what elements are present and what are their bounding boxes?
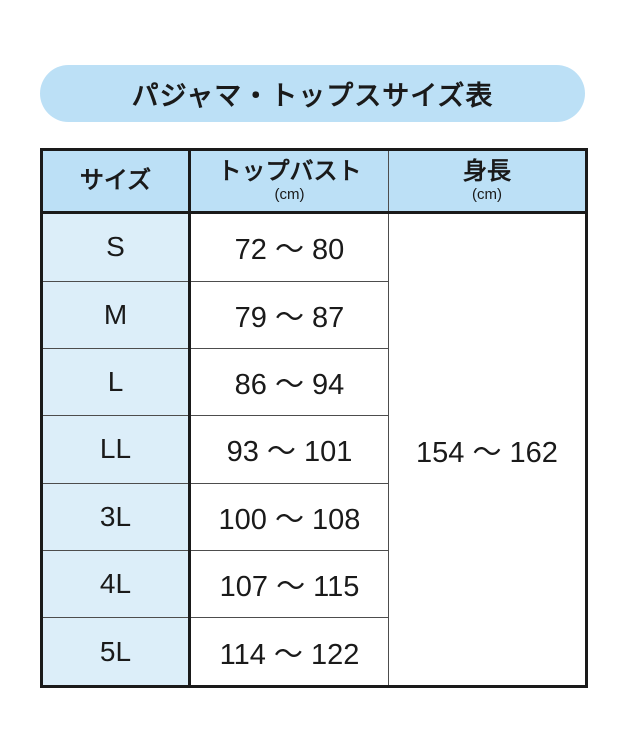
header-height: 身長 (cm) <box>388 149 587 214</box>
table-row: 4L 107 〜 115 <box>41 549 587 618</box>
page-title: パジャマ・トップスサイズ表 <box>131 81 494 111</box>
table-row: LL 93 〜 101 <box>41 415 587 484</box>
size-cell: LL <box>41 415 191 484</box>
bust-cell: 86 〜 94 <box>189 348 389 416</box>
header-row: サイズ トップバスト (cm) 身長 (cm) <box>41 149 587 214</box>
size-cell: L <box>41 348 191 416</box>
size-cell: S <box>41 212 191 282</box>
size-cell: M <box>41 280 191 349</box>
bust-cell: 107 〜 115 <box>189 549 389 618</box>
table-row: L 86 〜 94 <box>41 348 587 416</box>
table-row: 3L 100 〜 108 <box>41 482 587 551</box>
table-row: S 72 〜 80 154 〜 162 <box>41 212 587 687</box>
size-cell: 3L <box>41 482 191 551</box>
header-height-unit: (cm) <box>472 186 502 203</box>
table-row: 5L 114 〜 122 <box>41 617 587 687</box>
bust-cell: 72 〜 80 <box>189 212 389 282</box>
header-size: サイズ <box>41 149 191 214</box>
height-merged-cell: 154 〜 162 <box>388 212 587 687</box>
header-size-label: サイズ <box>79 167 152 194</box>
header-top-bust: トップバスト (cm) <box>189 149 389 214</box>
bust-cell: 93 〜 101 <box>189 415 389 484</box>
header-height-label: 身長 <box>463 158 511 185</box>
header-top-bust-unit: (cm) <box>274 186 305 203</box>
size-cell: 4L <box>41 549 191 618</box>
bust-cell: 79 〜 87 <box>189 280 389 349</box>
header-top-bust-label: トップバスト <box>217 158 362 185</box>
size-chart-table: サイズ トップバスト (cm) 身長 (cm) S 72 〜 80 154 〜 … <box>40 148 588 688</box>
title-pill: パジャマ・トップスサイズ表 <box>40 65 585 122</box>
table-row: M 79 〜 87 <box>41 280 587 349</box>
size-cell: 5L <box>41 617 191 687</box>
bust-cell: 114 〜 122 <box>189 617 389 687</box>
bust-cell: 100 〜 108 <box>189 482 389 551</box>
